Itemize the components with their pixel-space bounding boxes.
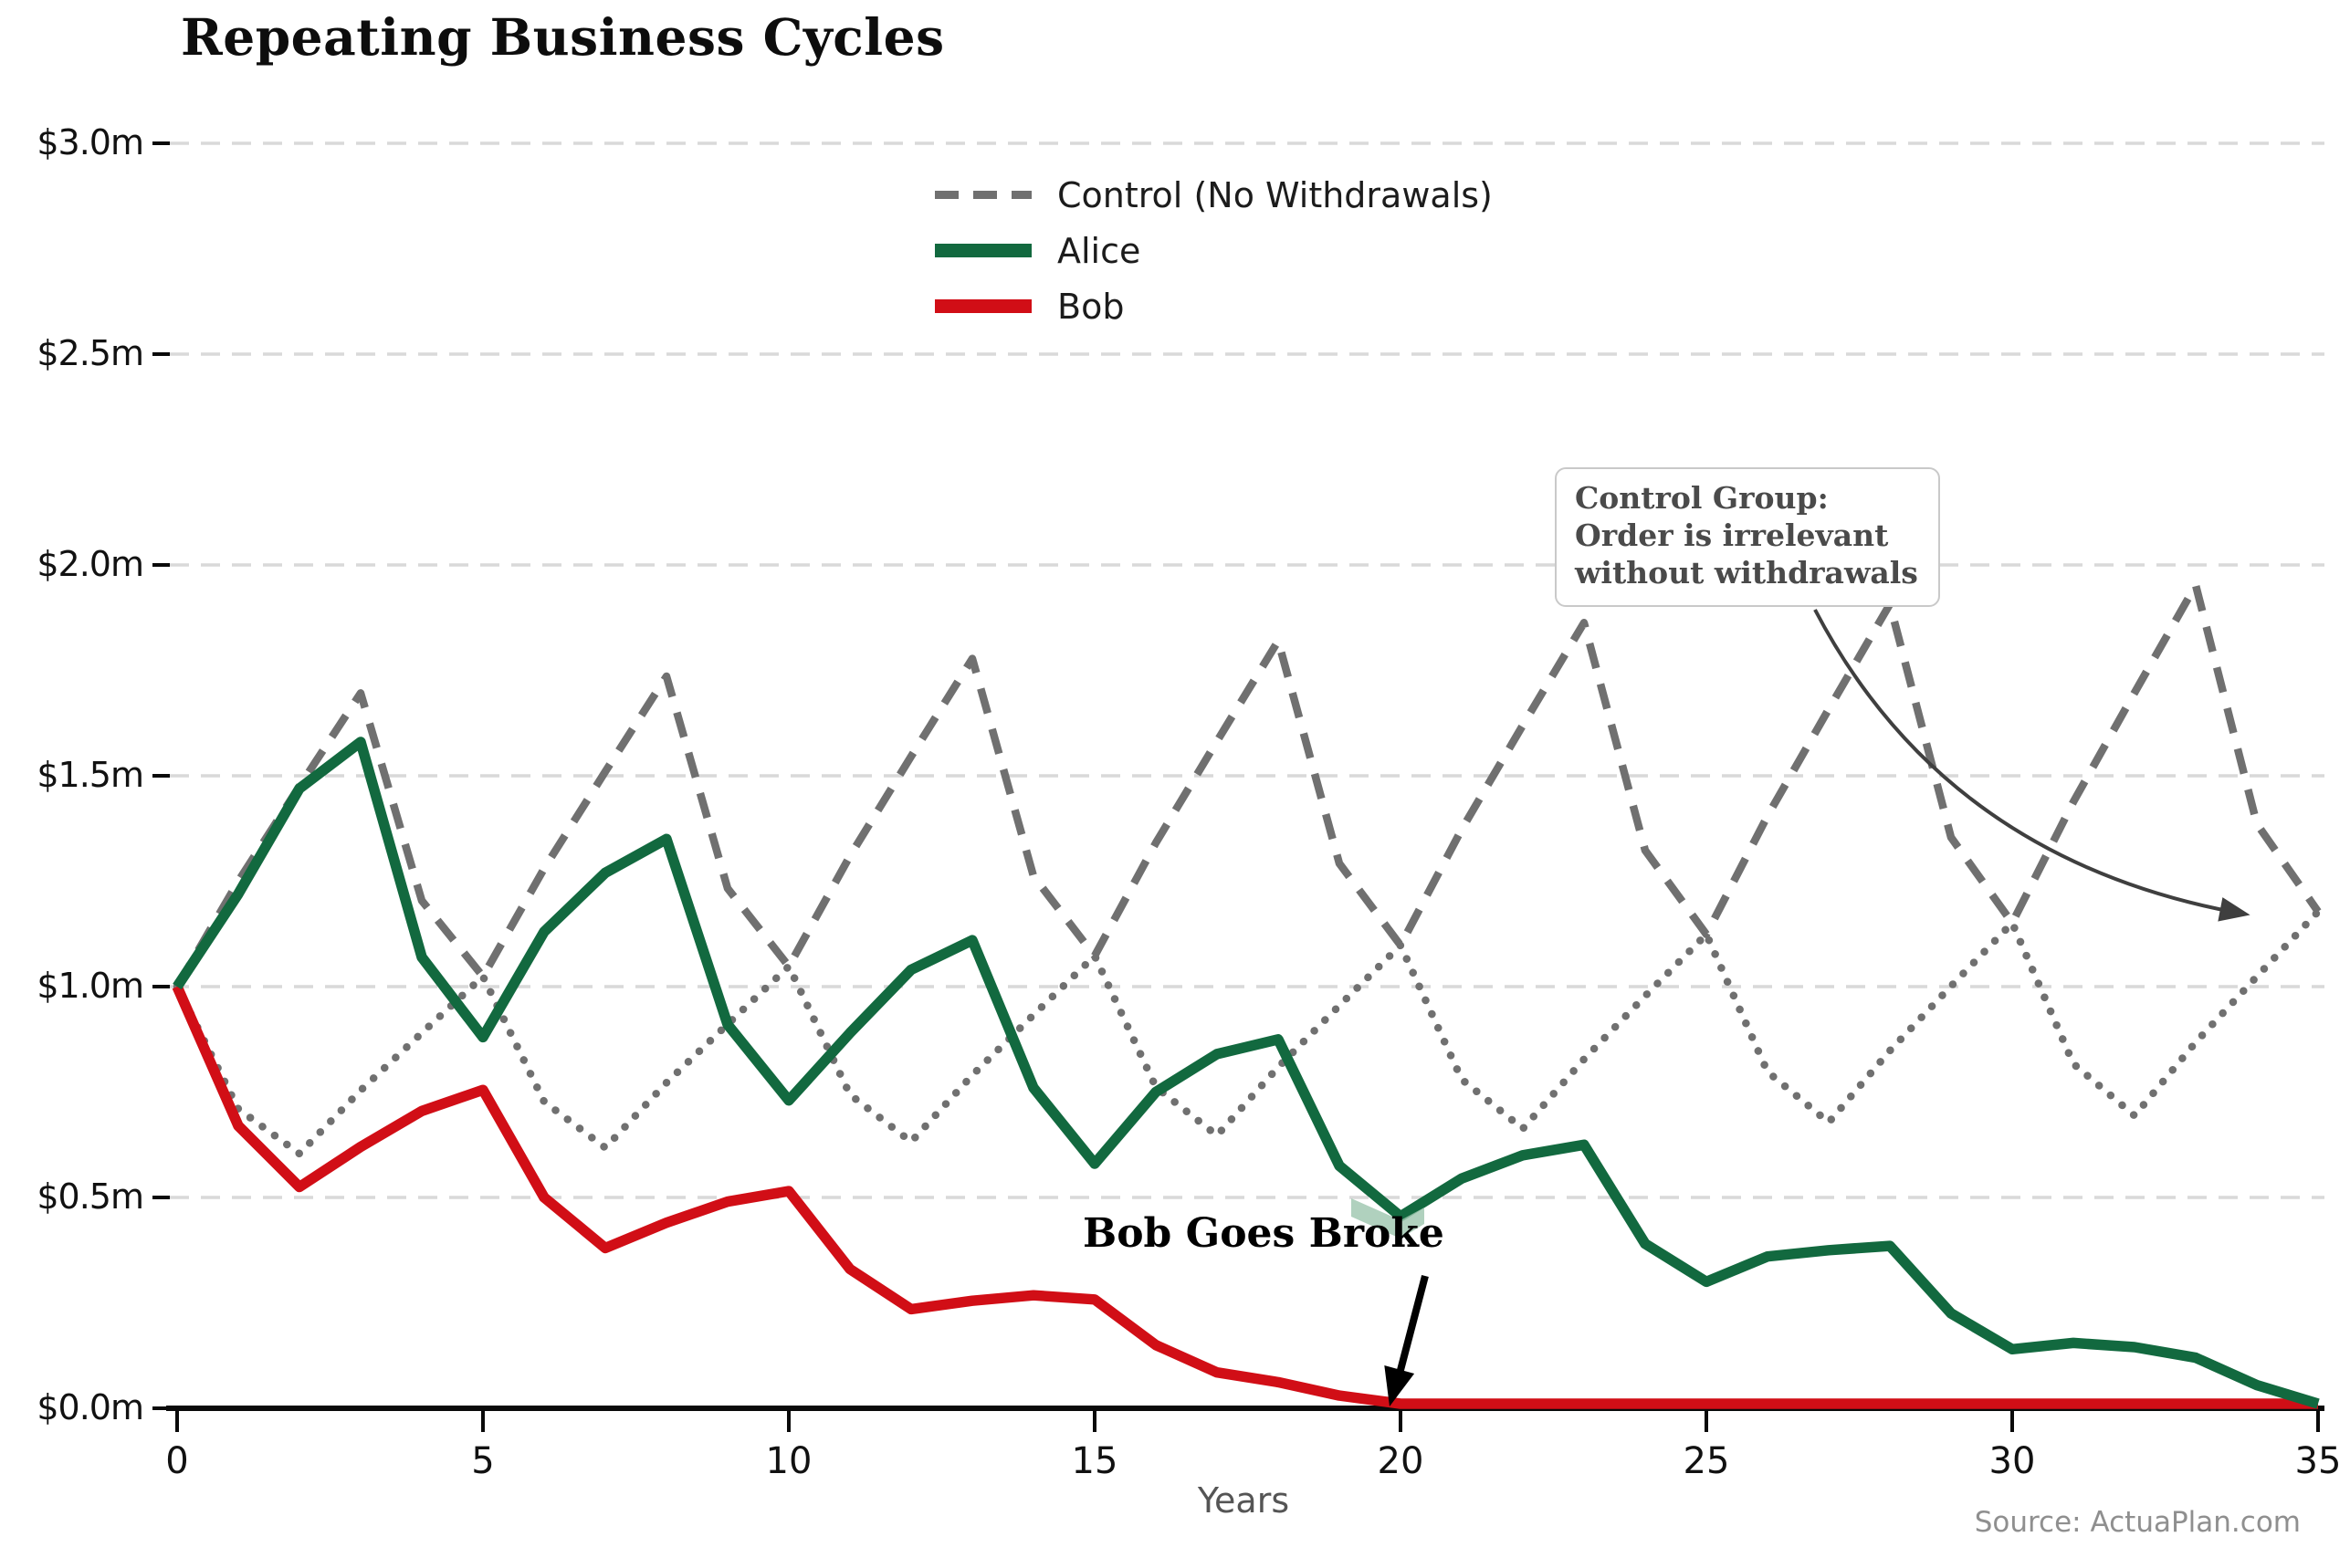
legend: Control (No Withdrawals) Alice Bob [935,167,1493,334]
x-tick-label: 20 [1377,1440,1424,1482]
source-note: Source: ActuaPlan.com [1974,1506,2301,1539]
note-line: Order is irrelevant [1575,517,1889,553]
x-tick-label: 10 [765,1440,813,1482]
note-line: Control Group: [1575,480,1829,516]
x-tick-label: 5 [471,1440,495,1482]
note-line: without withdrawals [1575,554,1918,591]
y-tick-label: $3.0m [37,122,144,162]
series-line-alice [173,737,2320,1409]
x-tick-label: 15 [1071,1440,1118,1482]
bankruptcy-highlight-wedge [1351,1198,1424,1239]
legend-item-control: Control (No Withdrawals) [935,167,1493,223]
series-line-bob [172,984,2318,1409]
y-tick-label: $0.0m [37,1387,144,1427]
series-lines [172,580,2323,1409]
legend-item-bob: Bob [935,278,1493,334]
y-tick-label: $1.0m [37,966,144,1006]
x-tick-label: 35 [2294,1440,2342,1482]
x-axis-title: Years [1197,1480,1290,1521]
x-tick-label: 30 [1988,1440,2036,1482]
x-tick-label: 0 [165,1440,189,1482]
alice-line-icon [935,244,1032,257]
series-line-control-no-withdrawals-boom-first-order [173,580,2322,989]
bob-broke-arrow [1384,1274,1429,1406]
control-group-note: Control Group: Order is irrelevant witho… [1555,467,1940,607]
y-tick-label: $2.0m [37,544,144,584]
bankruptcy-highlight [1351,1198,1424,1239]
y-tick-label: $0.5m [37,1176,144,1217]
legend-item-alice: Alice [935,223,1493,278]
y-tick-label: $2.5m [37,333,144,373]
y-tick-label: $1.5m [37,755,144,795]
legend-label: Alice [1057,230,1141,271]
legend-label: Control (No Withdrawals) [1057,174,1493,215]
control-dashed-line-icon [935,191,1032,199]
x-tick-label: 25 [1683,1440,1730,1482]
bob-goes-broke-label: Bob Goes Broke [1083,1210,1444,1257]
series-line-control-no-withdrawals-bust-first-order [173,907,2323,1158]
bob-line-icon [935,299,1032,313]
page-title: Repeating Business Cycles [181,7,945,67]
gridlines [170,141,2324,1199]
legend-label: Bob [1057,286,1125,327]
control-note-arrow [1813,609,2250,922]
